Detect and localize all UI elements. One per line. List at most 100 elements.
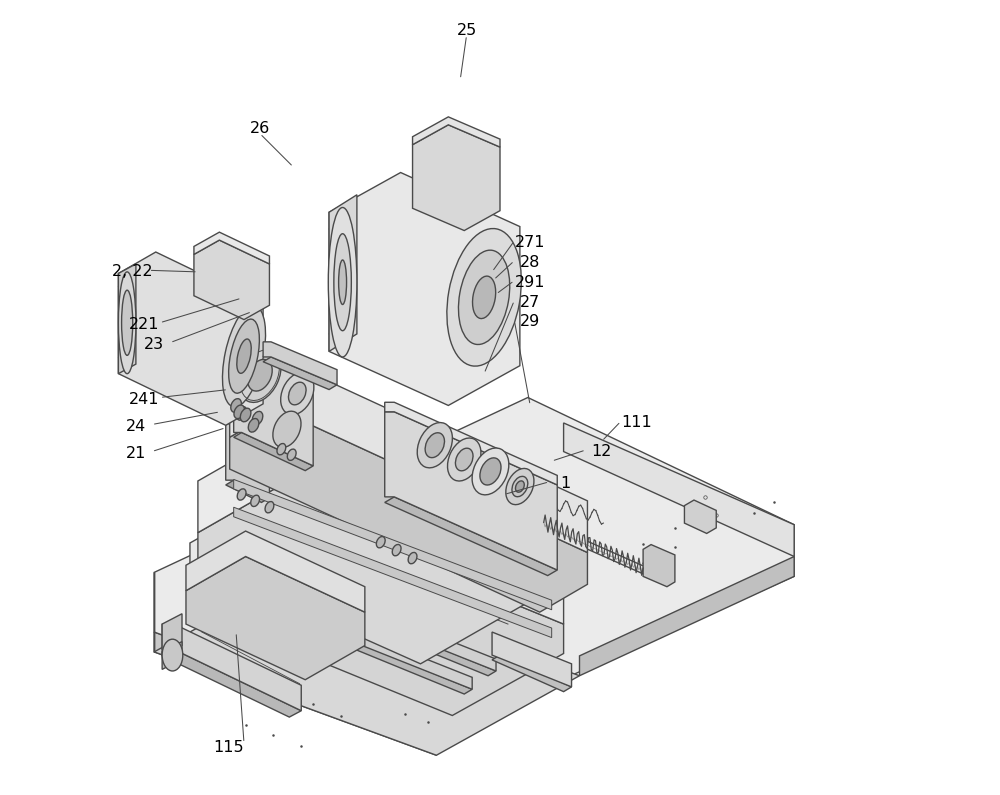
Polygon shape	[198, 469, 532, 664]
Polygon shape	[186, 531, 365, 612]
Ellipse shape	[248, 418, 259, 432]
Text: 111: 111	[621, 416, 652, 430]
Text: 29: 29	[520, 315, 540, 329]
Text: 241: 241	[129, 392, 159, 406]
Polygon shape	[234, 507, 552, 638]
Ellipse shape	[287, 449, 296, 460]
Polygon shape	[154, 632, 436, 755]
Ellipse shape	[458, 250, 510, 344]
Polygon shape	[194, 232, 269, 264]
Polygon shape	[202, 570, 472, 689]
Ellipse shape	[273, 411, 301, 448]
Ellipse shape	[339, 260, 347, 304]
Polygon shape	[329, 173, 520, 405]
Polygon shape	[162, 624, 301, 711]
Ellipse shape	[251, 495, 260, 506]
Polygon shape	[162, 650, 301, 717]
Polygon shape	[385, 412, 557, 570]
Ellipse shape	[122, 290, 133, 355]
Polygon shape	[492, 655, 572, 692]
Ellipse shape	[376, 537, 385, 548]
Text: 27: 27	[520, 295, 540, 309]
Polygon shape	[413, 117, 500, 147]
Polygon shape	[234, 332, 313, 374]
Ellipse shape	[288, 382, 306, 405]
Polygon shape	[230, 358, 587, 553]
Polygon shape	[162, 642, 182, 669]
Ellipse shape	[425, 432, 444, 458]
Polygon shape	[226, 424, 269, 498]
Ellipse shape	[234, 405, 245, 419]
Text: 28: 28	[520, 255, 540, 270]
Ellipse shape	[252, 411, 263, 425]
Polygon shape	[234, 479, 552, 610]
Polygon shape	[564, 423, 794, 556]
Polygon shape	[226, 564, 496, 676]
Text: 23: 23	[144, 337, 164, 351]
Ellipse shape	[515, 481, 524, 492]
Polygon shape	[234, 452, 277, 475]
Text: 26: 26	[250, 122, 270, 136]
Ellipse shape	[239, 348, 281, 402]
Polygon shape	[684, 500, 716, 533]
Polygon shape	[492, 632, 572, 687]
Ellipse shape	[473, 276, 496, 319]
Polygon shape	[194, 240, 269, 320]
Ellipse shape	[248, 359, 272, 391]
Polygon shape	[190, 481, 564, 624]
Polygon shape	[154, 572, 580, 755]
Polygon shape	[230, 409, 587, 612]
Ellipse shape	[118, 272, 136, 374]
Polygon shape	[186, 556, 365, 680]
Ellipse shape	[236, 406, 247, 421]
Polygon shape	[162, 614, 182, 656]
Text: 25: 25	[456, 23, 477, 37]
Ellipse shape	[417, 423, 452, 467]
Ellipse shape	[447, 228, 521, 366]
Ellipse shape	[222, 305, 266, 407]
Ellipse shape	[455, 448, 473, 471]
Polygon shape	[413, 125, 500, 231]
Polygon shape	[329, 195, 357, 351]
Polygon shape	[198, 417, 532, 568]
Ellipse shape	[328, 207, 357, 357]
Polygon shape	[234, 340, 313, 466]
Ellipse shape	[229, 319, 259, 394]
Text: 12: 12	[592, 444, 612, 459]
Text: 1: 1	[560, 476, 570, 491]
Polygon shape	[234, 432, 313, 471]
Text: 291: 291	[515, 275, 545, 289]
Text: 271: 271	[515, 235, 545, 250]
Polygon shape	[118, 252, 263, 425]
Ellipse shape	[392, 545, 401, 556]
Ellipse shape	[472, 448, 509, 494]
Ellipse shape	[237, 339, 251, 374]
Text: 24: 24	[126, 419, 146, 433]
Text: 115: 115	[213, 740, 243, 754]
Text: 21: 21	[126, 446, 146, 460]
Polygon shape	[226, 552, 496, 671]
Ellipse shape	[240, 408, 251, 422]
Polygon shape	[226, 480, 269, 502]
Polygon shape	[580, 556, 794, 676]
Text: 2, 22: 2, 22	[112, 265, 153, 279]
Ellipse shape	[277, 444, 286, 455]
Ellipse shape	[480, 458, 501, 485]
Polygon shape	[263, 342, 337, 385]
Polygon shape	[643, 545, 675, 587]
Ellipse shape	[281, 372, 314, 415]
Ellipse shape	[265, 502, 274, 513]
Polygon shape	[190, 517, 564, 716]
Ellipse shape	[512, 476, 528, 497]
Polygon shape	[385, 497, 557, 576]
Ellipse shape	[506, 468, 534, 505]
Ellipse shape	[237, 489, 246, 500]
Polygon shape	[202, 582, 472, 694]
Text: 221: 221	[129, 317, 159, 332]
Polygon shape	[385, 402, 557, 485]
Polygon shape	[154, 398, 794, 735]
Polygon shape	[263, 357, 337, 390]
Ellipse shape	[408, 553, 417, 564]
Polygon shape	[118, 264, 136, 374]
Ellipse shape	[162, 639, 183, 671]
